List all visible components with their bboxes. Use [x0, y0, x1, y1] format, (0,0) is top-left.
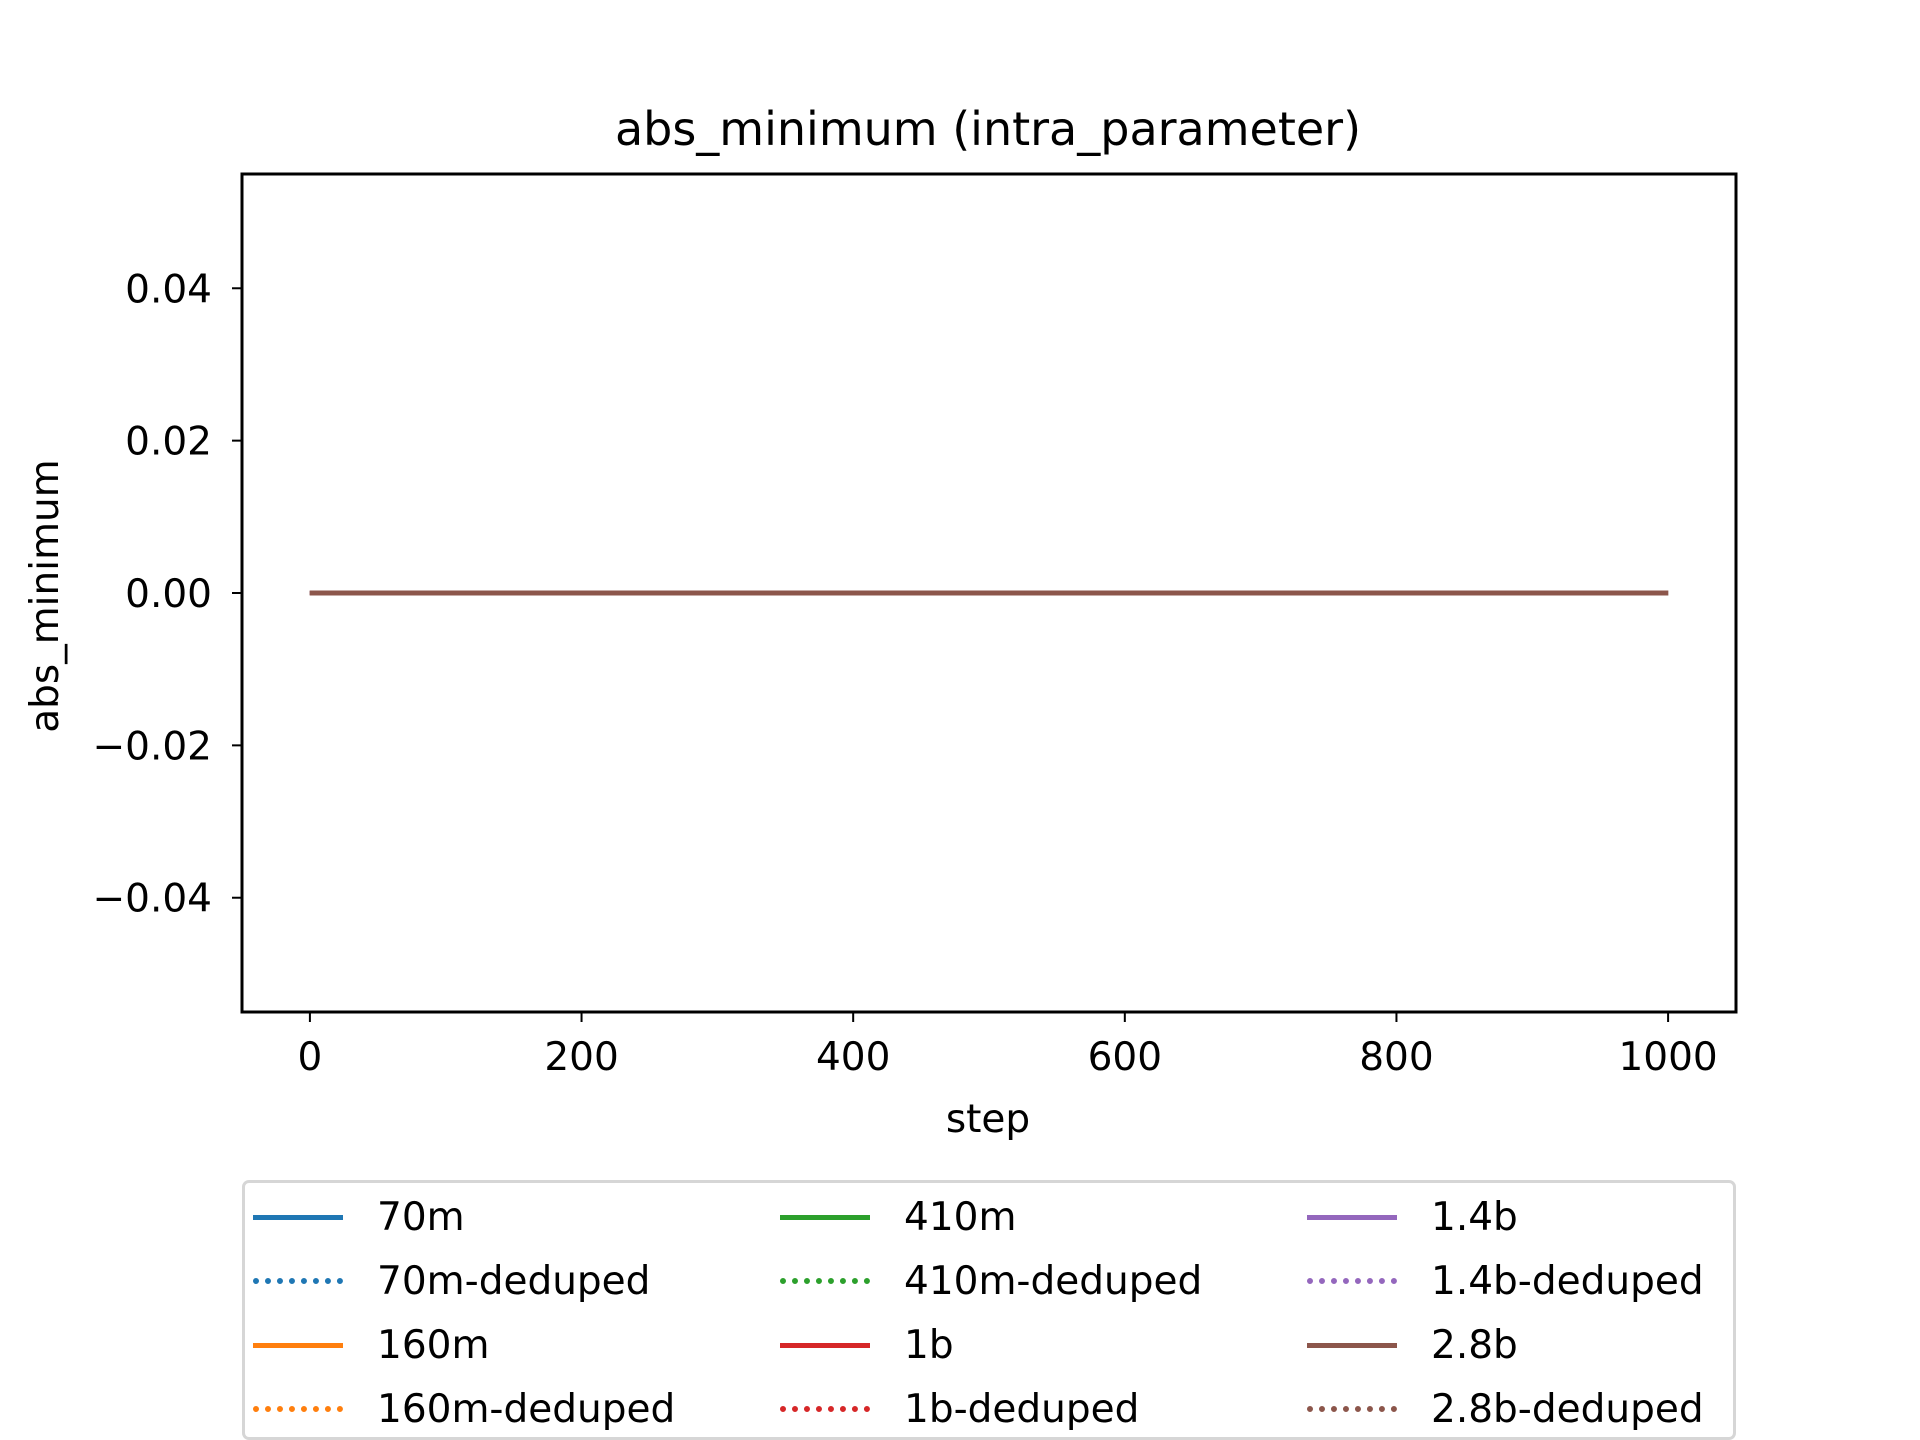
legend-swatch [253, 1214, 343, 1220]
x-axis-label: step [946, 1097, 1030, 1142]
y-tick-label: −0.04 [92, 877, 212, 922]
legend-label: 1b-deduped [904, 1386, 1140, 1432]
legend-item: 160m-deduped [253, 1379, 675, 1439]
legend-item: 1b-deduped [780, 1379, 1139, 1439]
legend-label: 2.8b-deduped [1431, 1386, 1704, 1432]
legend-swatch [253, 1342, 343, 1348]
legend-item: 410m-deduped [780, 1251, 1202, 1311]
legend-label: 1.4b [1431, 1194, 1518, 1240]
y-tick-label: 0.02 [125, 420, 212, 465]
legend-swatch [253, 1278, 343, 1284]
chart-title: abs_minimum (intra_parameter) [615, 102, 1361, 156]
legend-label: 70m [377, 1194, 465, 1240]
legend-swatch [780, 1406, 870, 1412]
x-tick-label: 200 [544, 1035, 618, 1080]
legend-item: 70m [253, 1187, 465, 1247]
y-axis-label: abs_minimum [23, 459, 68, 733]
legend-item: 1.4b-deduped [1307, 1251, 1704, 1311]
legend-label: 1.4b-deduped [1431, 1258, 1704, 1304]
legend-item: 410m [780, 1187, 1016, 1247]
legend-label: 2.8b [1431, 1322, 1518, 1368]
legend-label: 410m [904, 1194, 1017, 1240]
x-axis: 0 200 400 600 800 1000 [297, 1012, 1718, 1080]
legend-swatch [1307, 1214, 1397, 1220]
legend-label: 1b [904, 1322, 954, 1368]
x-tick-label: 800 [1359, 1035, 1433, 1080]
x-tick-label: 0 [297, 1035, 322, 1080]
legend: 70m 70m-deduped 160m 160m-deduped 410m 410m-d… [242, 1180, 1736, 1440]
legend-swatch [780, 1278, 870, 1284]
legend-label: 160m [377, 1322, 490, 1368]
y-tick-label: 0.04 [125, 267, 212, 312]
x-tick-label: 600 [1088, 1035, 1162, 1080]
legend-item: 70m-deduped [253, 1251, 650, 1311]
legend-swatch [780, 1214, 870, 1220]
legend-label: 160m-deduped [377, 1386, 676, 1432]
y-tick-label: 0.00 [125, 572, 212, 617]
legend-item: 160m [253, 1315, 489, 1375]
legend-label: 410m-deduped [904, 1258, 1203, 1304]
legend-item: 1b [780, 1315, 954, 1375]
legend-swatch [780, 1342, 870, 1348]
legend-item: 2.8b [1307, 1315, 1518, 1375]
legend-item: 1.4b [1307, 1187, 1518, 1247]
legend-swatch [253, 1406, 343, 1412]
y-tick-label: −0.02 [92, 724, 212, 769]
legend-label: 70m-deduped [377, 1258, 651, 1304]
legend-item: 2.8b-deduped [1307, 1379, 1704, 1439]
legend-swatch [1307, 1278, 1397, 1284]
legend-swatch [1307, 1342, 1397, 1348]
x-tick-label: 1000 [1618, 1035, 1717, 1080]
x-tick-label: 400 [816, 1035, 890, 1080]
legend-swatch [1307, 1406, 1397, 1412]
y-axis: −0.04 −0.02 0.00 0.02 0.04 [92, 267, 242, 922]
